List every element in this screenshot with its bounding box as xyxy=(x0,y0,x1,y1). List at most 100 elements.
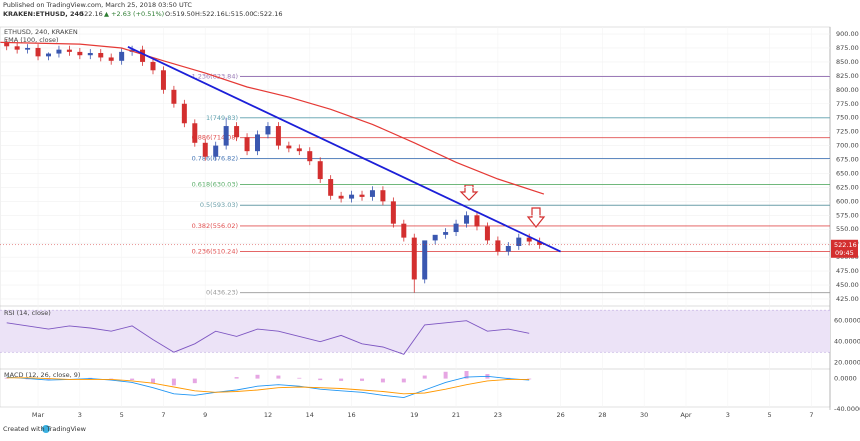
candle-body xyxy=(390,201,396,224)
histogram-bar xyxy=(150,378,155,384)
candle-body xyxy=(516,237,522,246)
fib-label: 1(749.83) xyxy=(206,114,238,122)
candle-body xyxy=(495,240,501,252)
rsi-line xyxy=(6,320,530,355)
candle-body xyxy=(14,46,20,50)
candle-body xyxy=(286,145,292,149)
candle-body xyxy=(328,179,334,196)
ohlc-c: C:522.16 xyxy=(253,10,282,18)
legend: RSI (14, close) xyxy=(4,309,51,317)
fib-label: 0.382(556.02) xyxy=(192,222,238,230)
y-tick-label: 725.00 xyxy=(836,128,859,136)
histogram-bar xyxy=(318,378,323,381)
candle-body xyxy=(275,126,281,146)
candle-body xyxy=(119,51,125,61)
candle-body xyxy=(265,126,271,135)
x-tick-label: 9 xyxy=(203,411,207,419)
histogram-bar xyxy=(527,378,532,380)
histogram-bar xyxy=(380,378,385,383)
candle-body xyxy=(537,241,543,245)
arrow xyxy=(526,207,546,228)
legend: EMA (100, close) xyxy=(4,36,59,44)
histogram-bar xyxy=(255,374,260,379)
candle-body xyxy=(244,137,250,152)
x-tick-label: Apr xyxy=(680,411,692,419)
legend: ETHUSD, 240, KRAKEN xyxy=(4,28,78,36)
candle-body xyxy=(25,47,31,50)
y-tick-label: 850.00 xyxy=(836,58,859,66)
candle-body xyxy=(317,161,323,180)
candle-body xyxy=(422,240,428,280)
x-tick-label: 28 xyxy=(598,411,606,419)
candle-body xyxy=(453,223,459,233)
histogram-bar xyxy=(171,378,176,386)
published: Published on TradingView.com, March 25, … xyxy=(3,1,192,9)
fib-label: 0.618(630.03) xyxy=(192,181,238,189)
candle-body xyxy=(443,232,449,235)
x-tick-label: Mar xyxy=(32,411,45,419)
x-tick-label: 12 xyxy=(264,411,272,419)
candle-body xyxy=(181,103,187,124)
ohlc-o: O:519.50 xyxy=(165,10,195,18)
histogram-bar xyxy=(339,378,344,381)
candle-body xyxy=(171,89,177,104)
y-tick-label: 0.0000 xyxy=(834,375,857,383)
candle-body xyxy=(505,245,511,252)
ohlc-l: L:515.00 xyxy=(225,10,254,18)
candle-body xyxy=(411,237,417,280)
y-tick-label: 825.00 xyxy=(836,72,859,80)
candle-body xyxy=(338,195,344,199)
candle-body xyxy=(432,234,438,241)
legend: MACD (12, 26, close, 9) xyxy=(4,371,80,379)
y-tick-label: 700.00 xyxy=(836,142,859,150)
candle-body xyxy=(150,61,156,71)
y-tick-label: 650.00 xyxy=(836,169,859,177)
y-tick-label: 475.00 xyxy=(836,267,859,275)
candle-body xyxy=(307,151,313,162)
y-tick-label: 20.0000 xyxy=(834,359,860,367)
candle-body xyxy=(359,194,365,197)
histogram-bar xyxy=(464,371,469,379)
y-tick-label: -40.0000 xyxy=(834,405,860,413)
y-tick-label: 800.00 xyxy=(836,86,859,94)
y-tick-label: 450.00 xyxy=(836,281,859,289)
histogram-bar xyxy=(4,377,9,379)
candle-body xyxy=(349,194,355,199)
x-tick-label: 7 xyxy=(809,411,813,419)
candle-body xyxy=(223,126,229,146)
candle-body xyxy=(380,190,386,202)
candle-body xyxy=(45,53,51,57)
histogram-bar xyxy=(276,375,281,379)
fib-label: 0.786(676.82) xyxy=(192,155,238,163)
logo xyxy=(42,425,50,433)
macd-line xyxy=(6,377,530,395)
histogram-bar xyxy=(297,377,302,379)
y-tick-label: 675.00 xyxy=(836,156,859,164)
candle-body xyxy=(87,52,93,56)
x-tick-label: 7 xyxy=(161,411,165,419)
candle-body xyxy=(35,47,41,57)
histogram-bar xyxy=(422,375,427,379)
ohlc-h: H:522.16 xyxy=(195,10,225,18)
y-tick-label: 900.00 xyxy=(836,30,859,38)
candle-body xyxy=(234,126,240,138)
candle-body xyxy=(296,148,302,152)
macd-line xyxy=(6,375,530,399)
arrow xyxy=(459,184,479,201)
footer: Created with TradingView xyxy=(3,425,87,433)
histogram-bar xyxy=(234,377,239,379)
fib-label: 0(436.23) xyxy=(206,289,238,297)
x-tick-label: 5 xyxy=(120,411,124,419)
x-tick-label: 3 xyxy=(726,411,730,419)
candle-body xyxy=(66,49,72,52)
histogram-bar xyxy=(192,378,197,384)
x-tick-label: 5 xyxy=(768,411,772,419)
y-tick-label: 600.00 xyxy=(836,197,859,205)
histogram-bar xyxy=(401,378,406,383)
x-tick-label: 3 xyxy=(78,411,82,419)
fib-label: 0.236(510.24) xyxy=(192,247,238,255)
ema-line xyxy=(0,41,545,195)
y-tick-label: 575.00 xyxy=(836,211,859,219)
x-tick-label: 16 xyxy=(347,411,355,419)
candle-body xyxy=(401,223,407,238)
